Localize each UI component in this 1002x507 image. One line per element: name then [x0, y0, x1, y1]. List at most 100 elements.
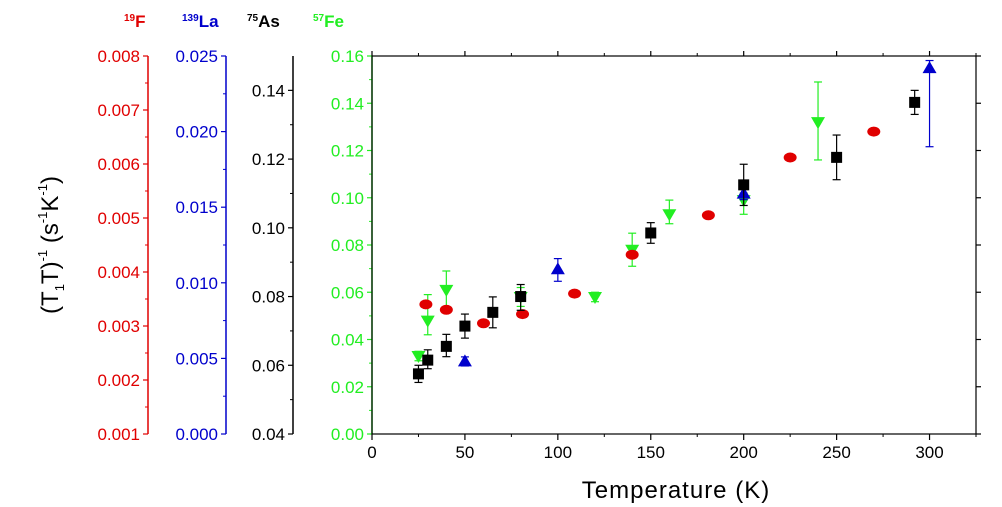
y-tick-label: 0.003	[97, 317, 140, 336]
data-point	[909, 96, 921, 108]
data-point	[738, 179, 750, 191]
y-axis-as: 0.04 0.06 0.08 0.10 0.12 0.14	[252, 56, 294, 444]
data-point	[411, 351, 426, 364]
x-tick-label: 100	[544, 443, 572, 462]
y-axis-title-open: (T	[37, 291, 64, 314]
y-tick-label: 0.14	[252, 81, 285, 100]
y-axis-title-sup3: -1	[35, 184, 50, 196]
x-tick-label: 250	[822, 443, 850, 462]
series-139La	[457, 59, 937, 367]
y-tick-label: 0.008	[97, 47, 140, 66]
y-tick-label: 0.020	[175, 123, 218, 142]
y-tick-label: 0.015	[175, 198, 218, 217]
y-tick-label: 0.005	[97, 209, 140, 228]
y-tick-label: 0.002	[97, 371, 140, 390]
y-tick-label: 0.06	[331, 283, 364, 302]
legend-item-la: 139La	[182, 12, 219, 31]
legend-mass: 75	[247, 13, 259, 24]
y-tick-label: 0.12	[252, 150, 285, 169]
data-point	[701, 210, 715, 221]
data-point	[487, 306, 499, 318]
data-point	[811, 117, 826, 130]
data-series	[411, 59, 937, 384]
y-axis-f: 0.001 0.002 0.003 0.004 0.005 0.006 0.007 0.008	[97, 47, 149, 444]
data-point	[477, 318, 491, 329]
y-tick-label: 0.04	[252, 425, 285, 444]
data-point	[588, 291, 603, 304]
y-tick-label: 0.04	[331, 331, 364, 350]
x-axis: 0 50 100 150 200 250 300	[367, 51, 981, 462]
x-tick-label: 50	[455, 443, 474, 462]
y-tick-label: 0.08	[331, 236, 364, 255]
legend-item-fe: 57Fe	[313, 12, 344, 31]
y-tick-label: 0.025	[175, 47, 218, 66]
y-tick-label: 0.10	[252, 219, 285, 238]
data-point	[515, 291, 527, 303]
y-tick-label: 0.14	[331, 94, 364, 113]
y-tick-label: 0.00	[331, 425, 364, 444]
legend-item-as: 75As	[247, 12, 280, 31]
y-axes: 0.001 0.002 0.003 0.004 0.005 0.006 0.007 0.008…	[97, 47, 373, 444]
y-axis-la: 0.000 0.005 0.010 0.015 0.020 0.025	[175, 47, 227, 444]
legend-mass: 19	[124, 13, 136, 24]
y-axis-title-sup1: -1	[35, 250, 50, 262]
y-axis-title-sup2: -1	[35, 212, 50, 224]
data-point	[645, 227, 657, 239]
y-axis-title-mid3: K	[37, 196, 64, 212]
data-point	[867, 126, 881, 137]
data-point	[625, 249, 639, 260]
y-axis-title-sub1: 1	[52, 284, 67, 291]
legend-element: Fe	[324, 12, 344, 31]
series-57Fe	[411, 81, 826, 364]
legend-element: F	[135, 12, 145, 31]
data-point	[459, 320, 471, 332]
legend-mass: 57	[313, 13, 325, 24]
y-tick-label: 0.007	[97, 101, 140, 120]
series-75As	[412, 89, 921, 384]
y-tick-label: 0.000	[175, 425, 218, 444]
data-point	[439, 304, 453, 315]
data-point	[440, 340, 452, 352]
y-tick-label: 0.06	[252, 356, 285, 375]
y-tick-label: 0.12	[331, 142, 364, 161]
data-point	[922, 61, 937, 74]
data-point	[439, 284, 454, 297]
data-point	[422, 354, 434, 366]
plot-frame	[371, 55, 977, 435]
legend: 19F 139La 75As 57Fe	[124, 12, 344, 31]
y-tick-label: 0.010	[175, 274, 218, 293]
y-tick-label: 0.006	[97, 155, 140, 174]
y-tick-label: 0.001	[97, 425, 140, 444]
x-tick-label: 300	[915, 443, 943, 462]
y-tick-label: 0.005	[175, 349, 218, 368]
x-tick-label: 150	[637, 443, 665, 462]
x-axis-title: Temperature (K)	[582, 477, 770, 504]
y-tick-label: 0.004	[97, 263, 140, 282]
x-tick-label: 0	[367, 443, 376, 462]
y-tick-label: 0.10	[331, 189, 364, 208]
y-axis-title-close: )	[37, 176, 64, 184]
y-axis-title-mid: T)	[37, 261, 64, 284]
y-axis-title-mid2: (s	[37, 223, 64, 250]
y-tick-label: 0.16	[331, 47, 364, 66]
data-point	[550, 262, 565, 275]
legend-element: La	[199, 12, 219, 31]
y-tick-label: 0.02	[331, 378, 364, 397]
y-axis-title: (T1T)-1 (s-1K-1)	[35, 176, 67, 314]
data-point	[516, 309, 530, 320]
y-axis-fe: 0.00 0.02 0.04 0.06 0.08 0.10 0.12 0.14 0.16	[331, 47, 373, 444]
legend-item-f: 19F	[124, 12, 146, 31]
y-tick-label: 0.08	[252, 288, 285, 307]
x-tick-label: 200	[730, 443, 758, 462]
series-19F	[419, 126, 881, 329]
data-point	[412, 368, 424, 380]
data-point	[420, 315, 435, 328]
data-point	[419, 299, 433, 310]
legend-element: As	[258, 12, 280, 31]
data-point	[568, 288, 582, 299]
data-point	[662, 209, 677, 222]
data-point	[783, 152, 797, 163]
legend-mass: 139	[182, 13, 199, 24]
data-point	[457, 354, 472, 367]
